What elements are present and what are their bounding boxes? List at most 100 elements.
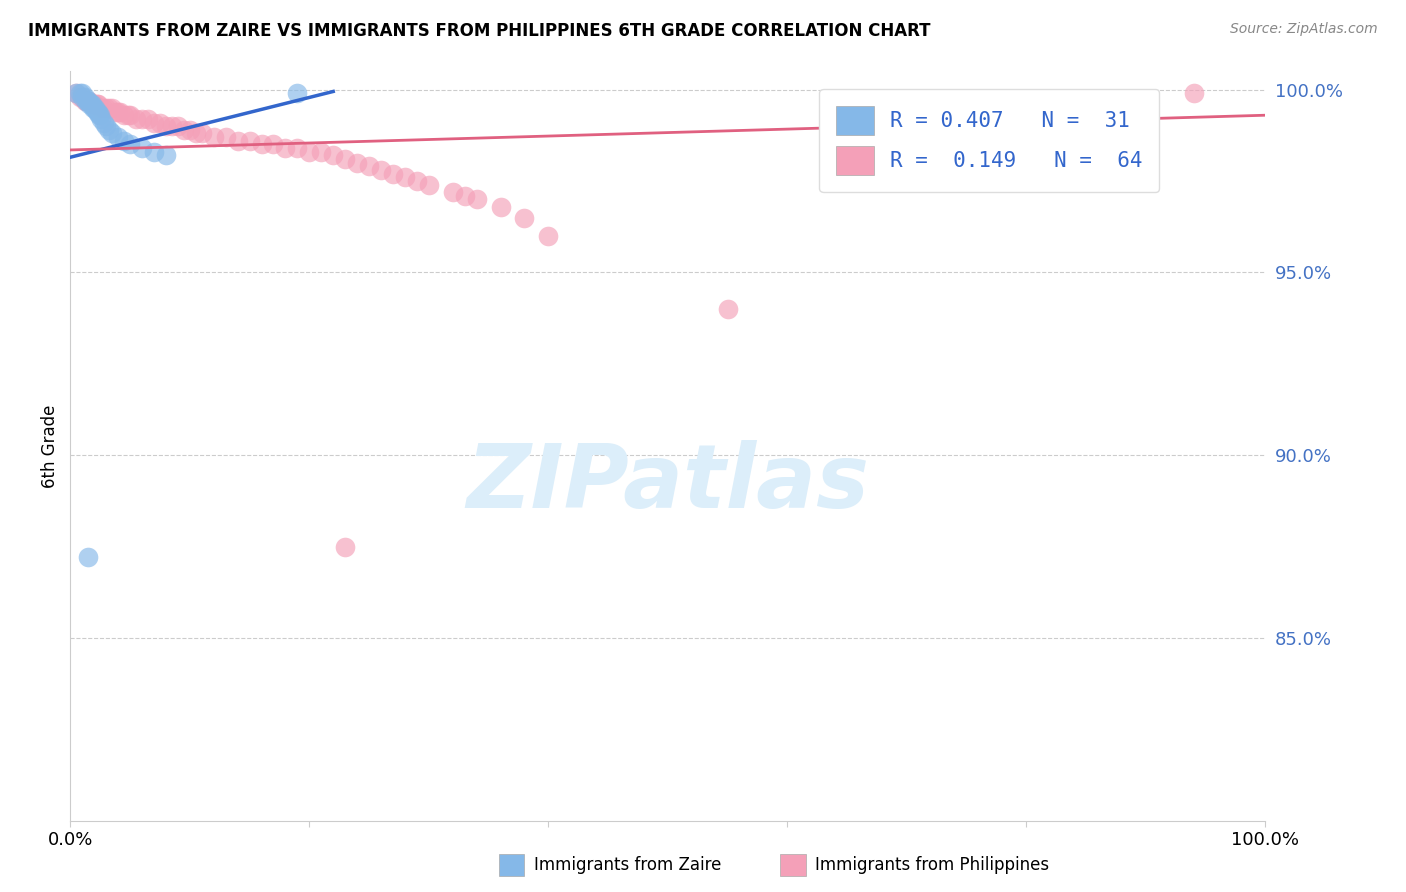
Point xyxy=(69,90,91,104)
Point xyxy=(155,119,177,133)
Point xyxy=(120,108,141,122)
Point xyxy=(359,160,381,174)
Text: IMMIGRANTS FROM ZAIRE VS IMMIGRANTS FROM PHILIPPINES 6TH GRADE CORRELATION CHART: IMMIGRANTS FROM ZAIRE VS IMMIGRANTS FROM… xyxy=(28,22,931,40)
Point xyxy=(131,112,153,126)
Point xyxy=(143,115,166,129)
Point xyxy=(75,94,97,108)
Point xyxy=(77,94,100,108)
Point xyxy=(97,101,120,115)
Text: ZIPatlas: ZIPatlas xyxy=(467,440,869,527)
Point xyxy=(79,97,101,112)
Point xyxy=(263,137,285,152)
Point xyxy=(87,108,110,122)
Point xyxy=(418,178,440,192)
Point xyxy=(77,94,100,108)
Point xyxy=(76,94,98,108)
Point xyxy=(406,174,429,188)
Point xyxy=(75,94,97,108)
Point xyxy=(83,101,105,115)
Point xyxy=(202,130,225,145)
Point xyxy=(79,94,101,108)
Point xyxy=(82,97,104,112)
Text: Immigrants from Zaire: Immigrants from Zaire xyxy=(534,855,721,873)
Point xyxy=(274,141,297,155)
Point xyxy=(239,134,262,148)
Point xyxy=(87,97,110,112)
Text: Immigrants from Philippines: Immigrants from Philippines xyxy=(815,855,1050,873)
Point xyxy=(149,115,172,129)
Point xyxy=(298,145,321,159)
Point xyxy=(80,97,103,112)
Point xyxy=(117,108,139,122)
Point xyxy=(454,188,477,202)
Point xyxy=(79,97,101,112)
Point xyxy=(93,115,115,129)
Point xyxy=(77,550,100,565)
Point xyxy=(346,155,368,169)
Point xyxy=(96,101,117,115)
Point xyxy=(82,101,104,115)
Point xyxy=(441,185,464,199)
Point xyxy=(91,101,114,115)
Point xyxy=(90,112,112,126)
Point xyxy=(112,134,135,148)
Point xyxy=(226,134,249,148)
Point xyxy=(120,137,141,152)
Point xyxy=(70,87,93,101)
Point xyxy=(382,167,405,181)
Point xyxy=(77,94,100,108)
Point xyxy=(537,228,560,243)
Point xyxy=(73,90,96,104)
Point xyxy=(97,123,120,137)
Point xyxy=(89,101,111,115)
Point xyxy=(101,101,124,115)
Point xyxy=(155,148,177,162)
Point xyxy=(250,137,273,152)
Point xyxy=(370,163,392,178)
Point xyxy=(125,112,148,126)
Point xyxy=(166,119,188,133)
Point xyxy=(489,200,512,214)
Point xyxy=(191,127,214,141)
Point xyxy=(101,127,124,141)
Point xyxy=(173,123,195,137)
Point xyxy=(335,152,357,166)
Point xyxy=(717,301,740,316)
Point xyxy=(87,104,110,119)
Point xyxy=(110,104,132,119)
Point xyxy=(143,145,166,159)
Point xyxy=(394,170,416,185)
Point xyxy=(309,145,333,159)
Point xyxy=(131,141,153,155)
Point xyxy=(112,108,135,122)
Point xyxy=(322,148,344,162)
Point xyxy=(65,87,87,101)
Point xyxy=(104,104,127,119)
Point xyxy=(70,90,93,104)
Point xyxy=(214,130,236,145)
Point xyxy=(80,97,103,112)
Point xyxy=(86,104,108,119)
Point xyxy=(287,141,309,155)
Point xyxy=(73,94,96,108)
Point xyxy=(89,108,111,122)
Point xyxy=(136,112,159,126)
Point xyxy=(70,90,93,104)
Point xyxy=(83,97,105,112)
Point xyxy=(179,123,201,137)
Point xyxy=(335,540,357,554)
Point xyxy=(107,104,129,119)
Point xyxy=(84,101,107,115)
Point xyxy=(513,211,536,225)
Point xyxy=(96,119,117,133)
Point xyxy=(65,87,87,101)
Point xyxy=(465,192,488,206)
Point xyxy=(107,130,129,145)
Point xyxy=(69,87,91,101)
Legend: R = 0.407   N =  31, R =  0.149   N =  64: R = 0.407 N = 31, R = 0.149 N = 64 xyxy=(820,89,1160,192)
Point xyxy=(287,87,309,101)
Point xyxy=(184,127,207,141)
Point xyxy=(86,97,108,112)
Point xyxy=(1182,87,1205,101)
Text: Source: ZipAtlas.com: Source: ZipAtlas.com xyxy=(1230,22,1378,37)
